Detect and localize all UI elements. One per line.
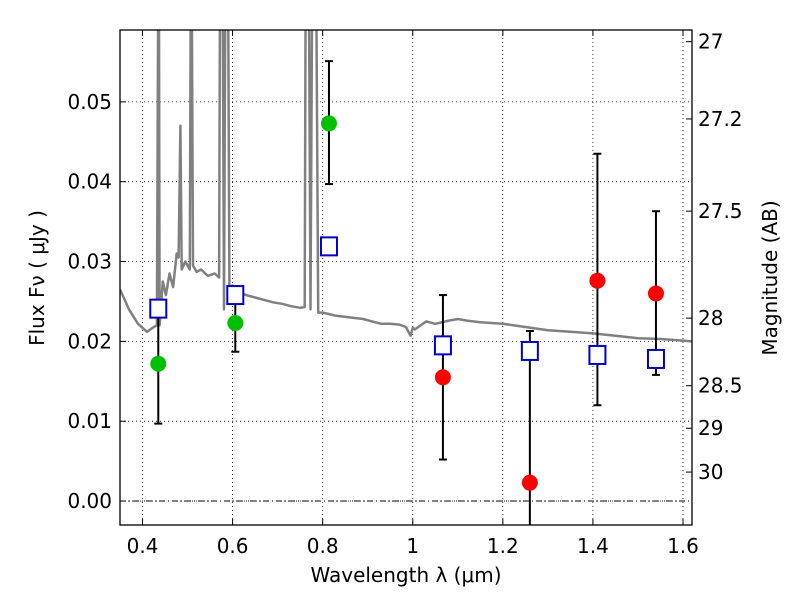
- x-tick-label: 0.6: [217, 534, 249, 558]
- right-tick-label: 27.2: [698, 107, 743, 131]
- x-tick-label: 0.8: [307, 534, 339, 558]
- y-tick-label: 0.04: [67, 170, 112, 194]
- y-axis-ticks: 0.00 0.01 0.02 0.03 0.04 0.05: [67, 90, 126, 513]
- model-photometry-square: [226, 285, 245, 306]
- right-axis-title: Magnitude (AB): [758, 200, 782, 355]
- observed-flux-point: [521, 474, 538, 491]
- x-tick-label: 0.4: [127, 534, 159, 558]
- right-tick-label: 27.5: [698, 199, 743, 223]
- right-tick-label: 28.5: [698, 374, 743, 398]
- model-photometry-square: [319, 236, 338, 257]
- observed-flux-point: [589, 272, 606, 289]
- observed-flux-point: [434, 369, 451, 386]
- right-axis-ticks: 27 27.2 27.5 28 28.5 29 30: [686, 30, 743, 484]
- model-photometry-square: [520, 340, 539, 361]
- right-tick-label: 27: [698, 30, 723, 54]
- x-tick-label: 1.4: [577, 534, 609, 558]
- plot-frame: [119, 29, 693, 526]
- y-tick-label: 0.02: [67, 329, 112, 353]
- model-photometry-square: [433, 335, 452, 356]
- right-tick-label: 30: [698, 460, 723, 484]
- model-photometry-square: [646, 348, 665, 369]
- y-tick-label: 0.00: [67, 489, 112, 513]
- observed-flux-point: [320, 115, 337, 132]
- x-axis-title: Wavelength λ (μm): [310, 563, 501, 587]
- right-tick-label: 29: [698, 416, 723, 440]
- plot-area: [120, 30, 692, 525]
- model-photometry-square: [149, 298, 168, 319]
- y-tick-label: 0.05: [67, 90, 112, 114]
- right-tick-label: 28: [698, 306, 723, 330]
- y-tick-label: 0.03: [67, 250, 112, 274]
- observed-flux-point: [150, 355, 167, 372]
- observed-flux-point: [647, 285, 664, 302]
- model-photometry-square: [588, 344, 607, 365]
- model-spectrum-line: [120, 30, 692, 343]
- x-tick-label: 1: [406, 534, 419, 558]
- y-tick-label: 0.01: [67, 409, 112, 433]
- x-axis-ticks: 0.4 0.6 0.8 1 1.2 1.4 1.6: [127, 30, 699, 558]
- y-axis-title: Flux Fν ( μJy ): [25, 210, 49, 346]
- observed-flux-point: [227, 315, 244, 332]
- x-tick-label: 1.2: [487, 534, 519, 558]
- x-tick-label: 1.6: [667, 534, 699, 558]
